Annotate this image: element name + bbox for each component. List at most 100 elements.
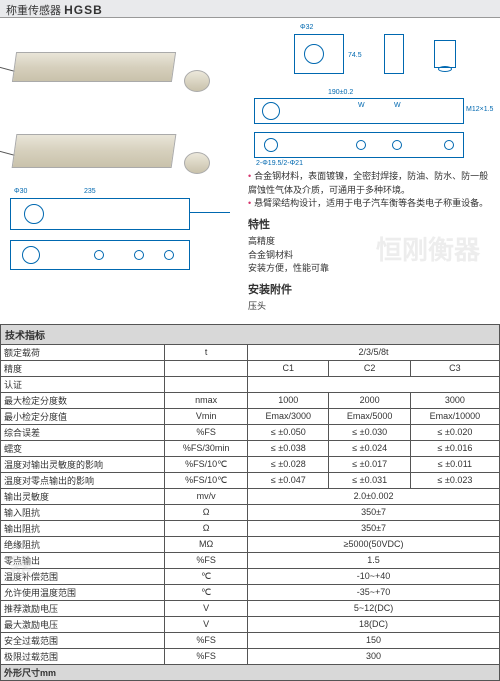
spec-unit: %FS/30min xyxy=(165,440,248,456)
spec-unit xyxy=(165,376,248,392)
header-prefix: 称重传感器 xyxy=(6,5,61,17)
spec-value: ≤ ±0.024 xyxy=(329,440,410,456)
spec-label: 最大激励电压 xyxy=(1,616,165,632)
table-row: 输出灵敏度mv/v2.0±0.002 xyxy=(1,488,500,504)
table-row: 安全过载范围%FS150 xyxy=(1,632,500,648)
table-row: 综合误差%FS≤ ±0.050≤ ±0.030≤ ±0.020 xyxy=(1,424,500,440)
spec-value: 350±7 xyxy=(248,520,500,536)
spec-value: 350±7 xyxy=(248,504,500,520)
table-row: 绝缘阻抗MΩ≥5000(50VDC) xyxy=(1,536,500,552)
table-row: 输入阻抗Ω350±7 xyxy=(1,504,500,520)
table-row: 蠕变%FS/30min≤ ±0.038≤ ±0.024≤ ±0.016 xyxy=(1,440,500,456)
spec-unit: %FS xyxy=(165,648,248,664)
spec-value: -35~+70 xyxy=(248,584,500,600)
acc-1: 压头 xyxy=(248,300,494,314)
spec-unit: %FS/10℃ xyxy=(165,472,248,488)
desc-line-2: 悬臂梁结构设计，适用于电子汽车衡等各类电子称重设备。 xyxy=(254,198,488,208)
spec-value: 2/3/5/8t xyxy=(248,344,500,360)
spec-unit: ℃ xyxy=(165,584,248,600)
spec-label: 输入阻抗 xyxy=(1,504,165,520)
spec-unit: V xyxy=(165,600,248,616)
spec-value: C2 xyxy=(329,360,410,376)
spec-value: 18(DC) xyxy=(248,616,500,632)
spec-value: ≤ ±0.030 xyxy=(329,424,410,440)
table-row: 温度对输出灵敏度的影响%FS/10℃≤ ±0.028≤ ±0.017≤ ±0.0… xyxy=(1,456,500,472)
spec-unit: %FS xyxy=(165,424,248,440)
model-label: HGSB xyxy=(64,3,103,17)
accessory-title: 安装附件 xyxy=(248,282,494,299)
table-row: 输出阻抗Ω350±7 xyxy=(1,520,500,536)
left-column: Φ30 235 xyxy=(4,22,244,320)
spec-label: 最小检定分度值 xyxy=(1,408,165,424)
spec-value: 5~12(DC) xyxy=(248,600,500,616)
dim-label: 外形尺寸mm xyxy=(1,664,500,680)
spec-unit: Ω xyxy=(165,520,248,536)
spec-unit: Ω xyxy=(165,504,248,520)
table-row: 允许使用温度范围℃-35~+70 xyxy=(1,584,500,600)
spec-value: 300 xyxy=(248,648,500,664)
spec-unit xyxy=(165,360,248,376)
spec-unit: %FS xyxy=(165,632,248,648)
spec-label: 综合误差 xyxy=(1,424,165,440)
spec-value: C1 xyxy=(248,360,329,376)
spec-value: ≤ ±0.028 xyxy=(248,456,329,472)
table-row: 额定载荷t2/3/5/8t xyxy=(1,344,500,360)
spec-value: ≥5000(50VDC) xyxy=(248,536,500,552)
spec-value: 1000 xyxy=(248,392,329,408)
spec-table: 额定载荷t2/3/5/8t精度 C1C2C3 认证最大检定分度数nmax100020… xyxy=(0,344,500,681)
spec-value: 1.5 xyxy=(248,552,500,568)
spec-unit: %FS/10℃ xyxy=(165,456,248,472)
spec-value: Emax/10000 xyxy=(410,408,499,424)
spec-value xyxy=(248,376,500,392)
table-row: 认证 xyxy=(1,376,500,392)
spec-value: ≤ ±0.011 xyxy=(410,456,499,472)
spec-value: 2.0±0.002 xyxy=(248,488,500,504)
spec-value: 2000 xyxy=(329,392,410,408)
spec-label: 温度对零点输出的影响 xyxy=(1,472,165,488)
spec-label: 输出灵敏度 xyxy=(1,488,165,504)
spec-label: 认证 xyxy=(1,376,165,392)
product-photo-1 xyxy=(4,22,224,102)
spec-label: 推荐激励电压 xyxy=(1,600,165,616)
table-row: 精度 C1C2C3 xyxy=(1,360,500,376)
spec-label: 允许使用温度范围 xyxy=(1,584,165,600)
table-row: 零点输出%FS1.5 xyxy=(1,552,500,568)
spec-label: 温度对输出灵敏度的影响 xyxy=(1,456,165,472)
spec-unit: nmax xyxy=(165,392,248,408)
spec-value: ≤ ±0.050 xyxy=(248,424,329,440)
char-3: 安装方便，性能可靠 xyxy=(248,262,494,276)
spec-label: 额定载荷 xyxy=(1,344,165,360)
table-row: 温度对零点输出的影响%FS/10℃≤ ±0.047≤ ±0.031≤ ±0.02… xyxy=(1,472,500,488)
spec-label: 最大检定分度数 xyxy=(1,392,165,408)
description-block: •合金钢材料，表面镀镍，全密封焊接，防油、防水、防一般腐蚀性气体及介质，可通用于… xyxy=(248,166,494,320)
spec-value: ≤ ±0.047 xyxy=(248,472,329,488)
spec-value: ≤ ±0.038 xyxy=(248,440,329,456)
spec-value: 150 xyxy=(248,632,500,648)
table-row: 最大检定分度数nmax100020003000 xyxy=(1,392,500,408)
spec-title: 技术指标 xyxy=(0,324,500,344)
technical-drawing-right: 190±0.2 W W M12×1.5 2-Φ19.5/2-Φ21 xyxy=(248,92,494,166)
spec-unit: mv/v xyxy=(165,488,248,504)
spec-value: Emax/3000 xyxy=(248,408,329,424)
technical-drawing-top: Φ32 74.5 xyxy=(248,22,494,92)
table-row: 最小检定分度值VminEmax/3000Emax/5000Emax/10000 xyxy=(1,408,500,424)
right-column: Φ32 74.5 190±0.2 W W M12×1.5 2-Φ19.5/2-Φ… xyxy=(248,22,494,320)
spec-value: C3 xyxy=(410,360,499,376)
spec-value: Emax/5000 xyxy=(329,408,410,424)
spec-label: 蠕变 xyxy=(1,440,165,456)
spec-value: -10~+40 xyxy=(248,568,500,584)
spec-value: ≤ ±0.017 xyxy=(329,456,410,472)
spec-value: ≤ ±0.023 xyxy=(410,472,499,488)
spec-label: 精度 xyxy=(1,360,165,376)
header-bar: 称重传感器 HGSB xyxy=(0,0,500,18)
char-2: 合金钢材料 xyxy=(248,249,494,263)
spec-value: ≤ ±0.016 xyxy=(410,440,499,456)
char-1: 高精度 xyxy=(248,235,494,249)
spec-label: 输出阻抗 xyxy=(1,520,165,536)
spec-label: 温度补偿范围 xyxy=(1,568,165,584)
spec-unit: %FS xyxy=(165,552,248,568)
spec-unit: ℃ xyxy=(165,568,248,584)
spec-value: ≤ ±0.020 xyxy=(410,424,499,440)
spec-unit: MΩ xyxy=(165,536,248,552)
page: 恒刚衡器 器 称重传感器 HGSB Φ30 235 xyxy=(0,0,500,681)
